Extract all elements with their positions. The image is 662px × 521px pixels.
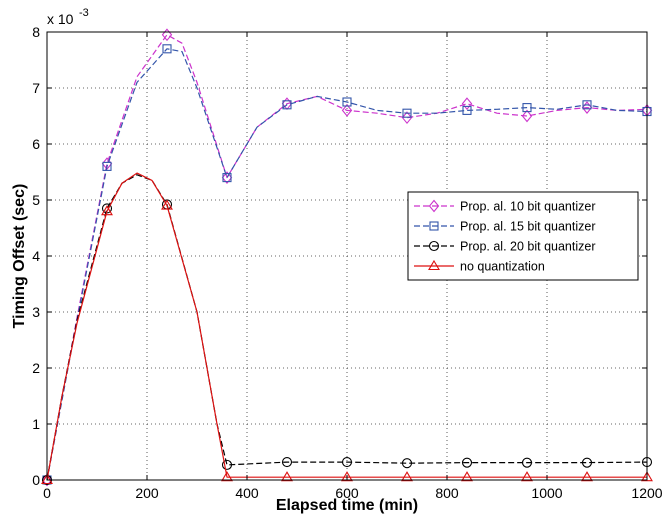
series-line <box>46 34 648 481</box>
series-marker <box>161 199 173 210</box>
y-multiplier-exponent: -3 <box>79 7 89 19</box>
x-tick-label: 1000 <box>531 485 562 501</box>
series-line <box>46 174 648 481</box>
series-marker <box>341 457 353 468</box>
legend-box <box>407 191 639 281</box>
x-tick-label: 1200 <box>631 485 662 501</box>
legend: Prop. al. 10 bit quantizer Prop. al. 15 b… <box>407 191 639 281</box>
series-marker <box>162 44 172 54</box>
series-marker <box>41 473 53 487</box>
legend-item: Prop. al. 15 bit quantizer <box>414 220 596 234</box>
y-tick-label: 2 <box>32 360 40 376</box>
series-marker <box>581 457 593 468</box>
legend-marker <box>429 221 439 231</box>
series-marker <box>222 173 232 183</box>
legend-marker <box>428 259 440 271</box>
x-tick-label: 0 <box>43 485 51 501</box>
series-marker <box>341 104 353 117</box>
series-marker <box>221 471 233 482</box>
series-marker <box>641 471 653 482</box>
series-marker <box>161 28 173 42</box>
y-tick-label: 3 <box>32 304 40 320</box>
series-marker <box>282 100 292 110</box>
x-tick-label: 400 <box>235 485 259 501</box>
y-multiplier: x 10 -3 <box>47 7 89 27</box>
legend-item: Prop. al. 10 bit quantizer <box>414 200 596 214</box>
y-tick-label: 6 <box>32 136 40 152</box>
series-marker <box>461 457 473 468</box>
series-marker <box>281 471 293 482</box>
x-tick-label: 200 <box>135 485 159 501</box>
legend-items: Prop. al. 10 bit quantizer Prop. al. 15 b… <box>414 200 596 274</box>
series-marker <box>581 471 593 482</box>
y-tick-label: 4 <box>32 248 40 264</box>
series-marker <box>461 471 473 482</box>
series-marker <box>521 457 533 468</box>
series-4 <box>41 172 653 485</box>
series-marker <box>461 97 473 111</box>
series-marker <box>41 473 53 485</box>
legend-label: Prop. al. 10 bit quantizer <box>460 200 596 214</box>
legend-label: no quantization <box>460 260 545 274</box>
x-tick-label: 800 <box>435 485 459 501</box>
y-tick-label: 7 <box>32 80 40 96</box>
series-marker <box>102 161 112 171</box>
y-tick-label: 5 <box>32 192 40 208</box>
y-tick-label: 0 <box>32 472 40 488</box>
legend-item: Prop. al. 20 bit quantizer <box>414 240 596 254</box>
legend-item: no quantization <box>414 260 545 274</box>
legend-marker <box>428 199 440 213</box>
series-marker <box>402 108 412 118</box>
series-marker <box>522 103 532 113</box>
series-marker <box>401 471 413 482</box>
series-line <box>46 48 648 481</box>
series-marker <box>341 471 353 482</box>
series-marker <box>462 105 472 115</box>
legend-marker <box>428 240 440 252</box>
legend-label: Prop. al. 20 bit quantizer <box>460 240 596 254</box>
series-marker <box>221 459 233 470</box>
y-tick-label: 1 <box>32 416 40 432</box>
series-marker <box>342 97 352 107</box>
series-marker <box>582 100 592 110</box>
y-axis-title: Timing Offset (sec) <box>11 184 28 329</box>
series-line <box>46 172 647 481</box>
series-marker <box>401 111 413 125</box>
series-marker <box>521 471 533 482</box>
series-marker <box>281 457 293 468</box>
series-marker <box>221 171 233 184</box>
series-marker <box>101 205 113 216</box>
series-marker <box>521 109 533 123</box>
y-tick-label: 8 <box>32 24 40 40</box>
ticks: 0 200 400 600 800 1000 1200 0 1 2 3 4 5 6 7 8 <box>32 24 662 501</box>
x-tick-label: 600 <box>335 485 359 501</box>
x-axis-title: Elapsed time (min) <box>276 497 418 514</box>
y-multiplier-label: x 10 <box>47 11 74 27</box>
series-marker <box>401 458 413 469</box>
legend-label: Prop. al. 15 bit quantizer <box>460 220 596 234</box>
